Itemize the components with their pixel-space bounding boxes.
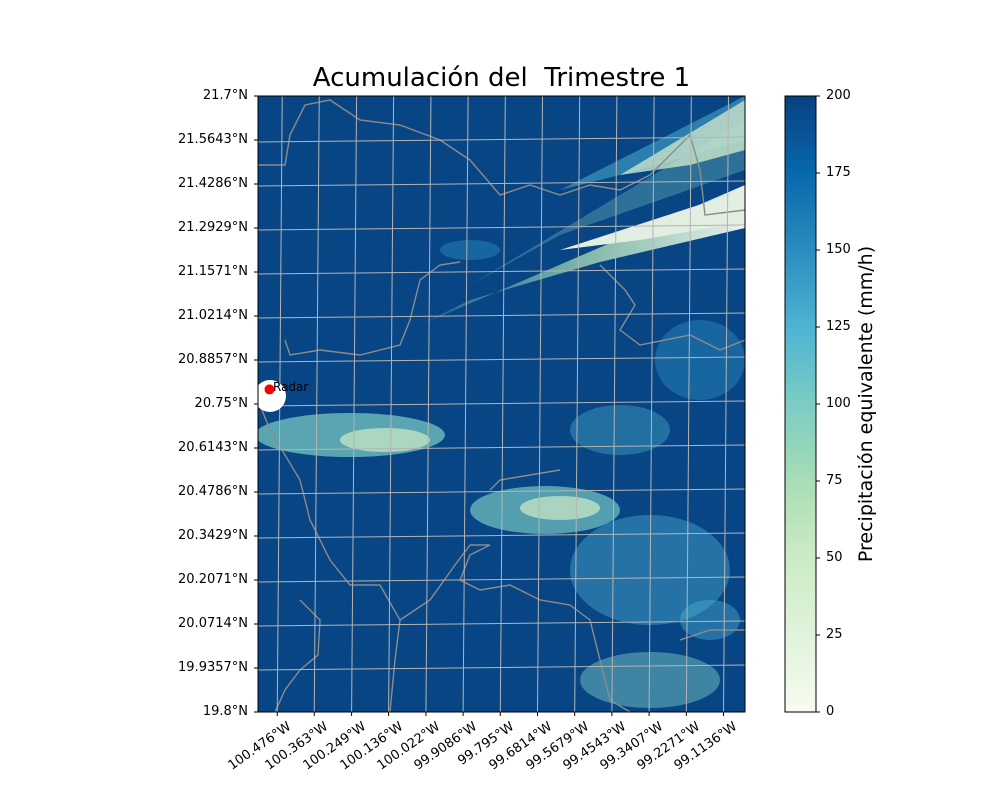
beam-wedge-north (560, 96, 745, 190)
precipitation-field (258, 96, 745, 708)
lat-ticks (254, 95, 258, 713)
lat-tick-label: 20.75°N (194, 396, 248, 411)
lat-gridline (258, 400, 745, 407)
lat-gridline (258, 488, 745, 495)
lon-gridline (574, 96, 581, 712)
lat-tick-label: 21.7°N (202, 88, 248, 103)
lon-gridline (685, 96, 692, 712)
colorbar-tick-label: 125 (826, 319, 851, 334)
lon-gridline (537, 96, 544, 712)
lat-gridline (258, 268, 745, 275)
lat-tick-label: 21.1571°N (178, 264, 248, 279)
colorbar-tick-label: 175 (826, 165, 851, 180)
lat-tick-label: 20.0714°N (178, 616, 248, 631)
lat-tick-label: 21.5643°N (178, 131, 248, 147)
lat-tick-label: 20.4786°N (178, 483, 248, 499)
lon-gridline (388, 96, 395, 712)
colorbar-tick-label: 200 (826, 88, 851, 103)
lon-gridline (648, 96, 655, 712)
colorbar-tick-label: 150 (826, 242, 851, 257)
lat-tick-label: 21.0214°N (178, 308, 248, 323)
lat-tick-label: 20.8857°N (178, 352, 248, 367)
lat-tick-label: 19.8°N (202, 704, 248, 719)
lat-gridline (258, 664, 745, 671)
lon-gridline (313, 96, 320, 712)
lon-gridline (611, 96, 618, 712)
lat-tick-label: 21.2929°N (178, 219, 248, 235)
echo-center-core (520, 496, 600, 520)
lon-gridline (722, 96, 729, 712)
radar-marker (264, 384, 275, 395)
lon-gridline (499, 96, 506, 712)
colorbar-title: Precipitación equivalente (mm/h) (855, 245, 877, 563)
lon-gridline (462, 96, 469, 712)
beam-bright-core (560, 190, 745, 250)
colorbar-ticks (816, 95, 820, 713)
lat-gridline (258, 312, 745, 319)
lat-tick-label: 20.2071°N (178, 572, 248, 587)
figure-title: Acumulación del Trimestre 1 (312, 63, 691, 93)
colorbar-tick-label: 50 (826, 550, 843, 565)
lat-tick-label: 20.6143°N (178, 439, 248, 455)
echo-west-core (340, 428, 430, 452)
echo-east (655, 320, 745, 400)
lat-gridline (258, 180, 745, 187)
lat-gridline (258, 356, 745, 363)
echo-east-mid (570, 405, 670, 455)
colorbar-tick-label: 100 (826, 396, 851, 411)
lat-tick-label: 19.9357°N (178, 660, 248, 675)
lon-gridline (351, 96, 358, 712)
lat-gridline (258, 444, 745, 451)
lat-tick-label: 20.3429°N (178, 527, 248, 543)
colorbar-tick-label: 75 (826, 473, 843, 488)
echo-faint-2 (680, 600, 740, 640)
graticule (258, 96, 745, 712)
echo-faint-1 (440, 240, 500, 260)
radar-label: Radar (273, 380, 309, 394)
lat-gridline (258, 136, 745, 143)
colorbar-scale (784, 95, 817, 713)
lon-gridline (425, 96, 432, 712)
lon-ticks (276, 712, 724, 716)
colorbar-tick-label: 25 (826, 627, 843, 642)
colorbar-tick-label: 0 (826, 704, 835, 719)
lat-tick-label: 21.4286°N (178, 175, 248, 191)
lat-gridline (258, 224, 745, 231)
